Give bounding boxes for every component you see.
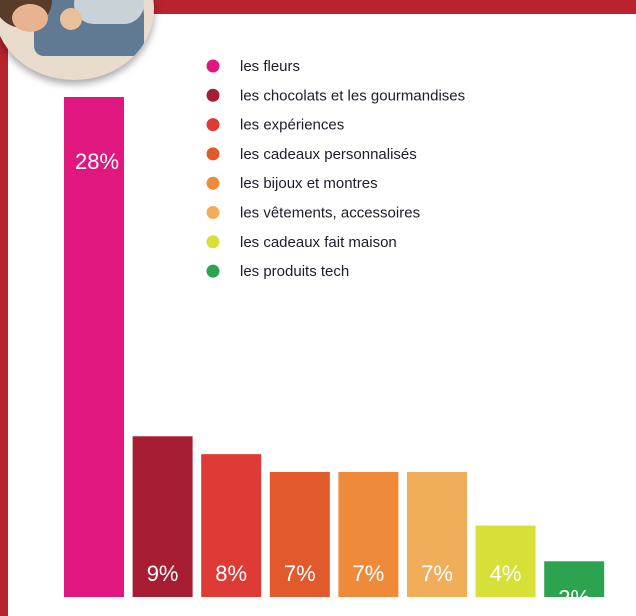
legend-label: les cadeaux personnalisés — [240, 146, 417, 163]
bar — [64, 97, 124, 597]
bar-value-label: 9% — [147, 561, 179, 586]
legend-label: les chocolats et les gourmandises — [240, 87, 465, 104]
bar-value-label: 4% — [490, 561, 522, 586]
bar — [407, 472, 467, 597]
legend-swatch — [206, 176, 220, 190]
bar — [544, 561, 605, 597]
legend-label: les vêtements, accessoires — [240, 205, 420, 222]
legend-label: les expériences — [240, 117, 344, 134]
bar — [201, 454, 262, 597]
bar-value-label: 2% — [558, 585, 590, 610]
legend-swatch — [206, 88, 220, 102]
bar — [269, 472, 330, 597]
legend-swatch — [206, 118, 220, 132]
bar — [338, 472, 399, 597]
family-photo — [0, 0, 154, 80]
legend-swatch — [206, 147, 220, 161]
legend-label: les fleurs — [240, 58, 300, 75]
bar-value-label: 7% — [421, 561, 453, 586]
bar — [475, 525, 536, 597]
legend-swatch — [206, 235, 220, 249]
bar — [132, 436, 193, 597]
bar-value-label: 8% — [215, 561, 247, 586]
legend-label: les produits tech — [240, 263, 349, 280]
bar-value-label: 7% — [353, 561, 385, 586]
legend-swatch — [206, 59, 220, 73]
bar-value-label: 7% — [284, 561, 316, 586]
legend-label: les cadeaux fait maison — [240, 234, 397, 251]
legend-label: les bijoux et montres — [240, 175, 378, 192]
legend-swatch — [206, 264, 220, 278]
bar-value-label: 28% — [75, 149, 119, 174]
legend-swatch — [206, 206, 220, 219]
